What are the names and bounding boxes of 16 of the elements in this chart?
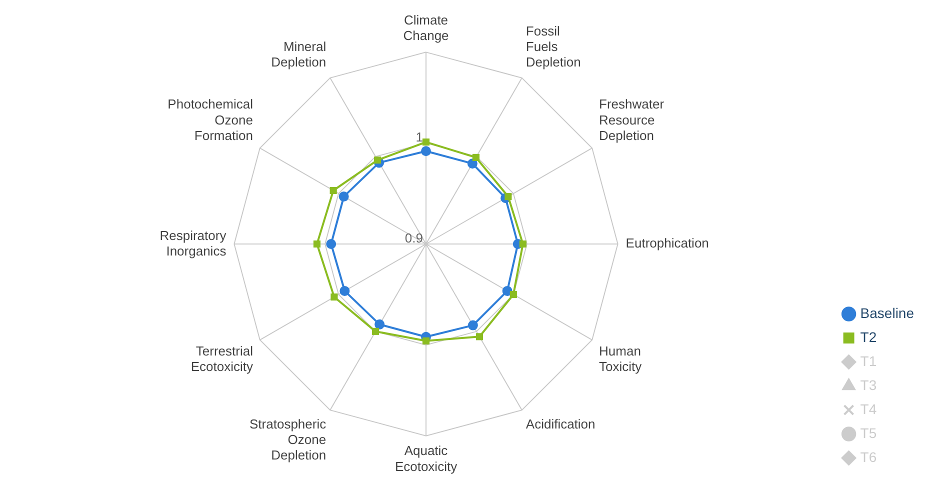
y-tick-label: 1	[416, 130, 423, 145]
spoke-label: Acidification	[526, 416, 596, 432]
spoke-label: Photochemical Ozone Formation	[168, 96, 254, 143]
spoke-label: Terrestrial Ecotoxicity	[190, 343, 254, 374]
legend-label: T2	[860, 328, 877, 345]
spoke-label: Stratospheric Ozone Depletion	[250, 416, 327, 463]
spoke-label: Eutrophication	[626, 236, 709, 251]
spoke-label: Fossil Fuels Depletion	[526, 24, 581, 70]
y-tick-label: 0.9	[404, 230, 423, 246]
spoke-label: Freshwater Resource Depletion	[599, 96, 665, 143]
legend-label: Baseline	[860, 304, 914, 321]
spoke-label: Human Toxicity	[599, 343, 642, 374]
spoke-label: Climate Change	[403, 12, 449, 43]
spoke-label: Mineral Depletion	[271, 39, 326, 70]
spoke-label: Aquatic Ecotoxicity	[394, 443, 458, 474]
spoke-label: Respiratory Inorganics	[160, 228, 227, 258]
